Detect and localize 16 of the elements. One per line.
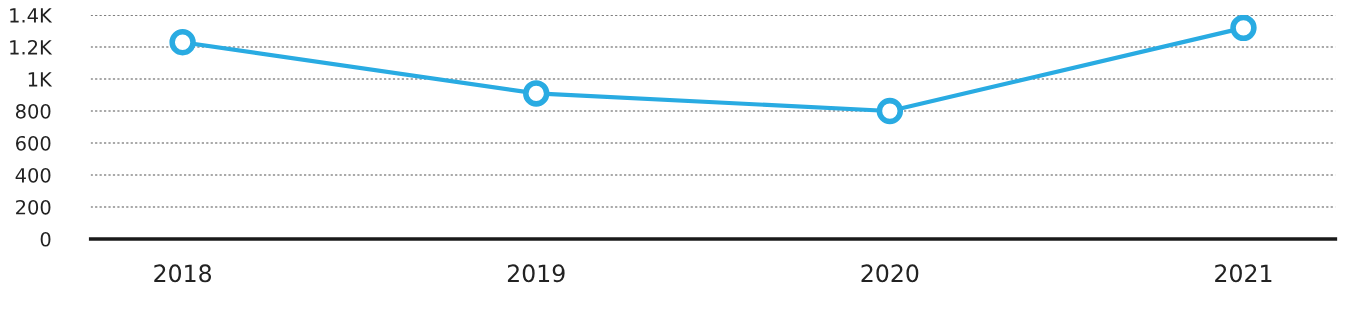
point bbox=[1230, 15, 1257, 42]
point bbox=[169, 29, 196, 56]
y-tick-label: 800 bbox=[15, 103, 51, 119]
x-tick-label: 2020 bbox=[861, 264, 919, 283]
y-tick-label: 600 bbox=[16, 135, 51, 151]
x-tick-label: 2019 bbox=[507, 264, 565, 283]
x-tick-label: 2021 bbox=[1215, 264, 1272, 283]
y-tick-label: 0 bbox=[40, 231, 51, 247]
y-tick-label: 400 bbox=[15, 167, 51, 183]
x-tick-label: 2018 bbox=[154, 264, 212, 283]
point bbox=[876, 97, 904, 125]
y-tick-label: 1.4K bbox=[10, 8, 53, 23]
y-tick-label: 200 bbox=[16, 199, 51, 215]
point bbox=[523, 80, 550, 107]
y-tick-label: 1K bbox=[28, 72, 53, 87]
y-tick-label: 1.2K bbox=[10, 40, 53, 55]
